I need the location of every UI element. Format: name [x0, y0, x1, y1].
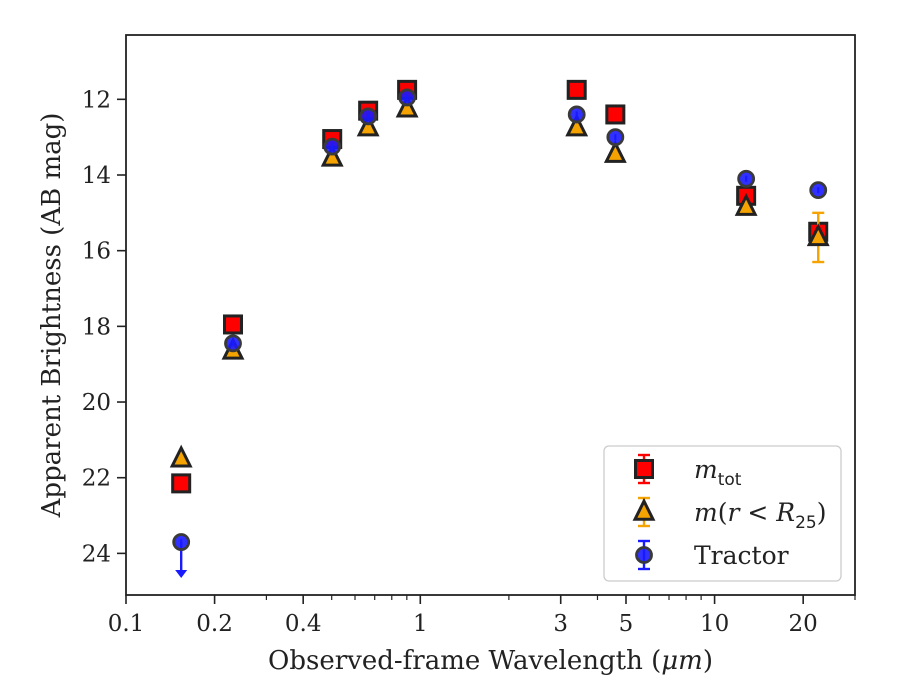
x-tick-label: 0.2: [196, 611, 233, 637]
x-tick-label: 20: [789, 611, 818, 637]
y-tick-label: 12: [82, 87, 111, 113]
plot-frame: [125, 34, 856, 596]
y-tick-label: 16: [82, 239, 111, 265]
x-tick-label: 0.1: [108, 611, 145, 637]
x-tick-label: 0.4: [285, 611, 322, 637]
legend-mr25-label: m(r < R25): [694, 498, 827, 533]
axis-ticks: 0.1 0.2 0.4 1 3 5 10 20 12 14 16 18 20 22 24: [82, 87, 856, 637]
data-marks: [169, 79, 830, 579]
legend-mtot-marker: [634, 459, 654, 479]
y-tick-label: 14: [82, 163, 111, 189]
y-tick-label: 18: [82, 314, 111, 340]
y-axis-label: Apparent Brightness (AB mag): [37, 113, 67, 519]
x-tick-label: 3: [553, 611, 568, 637]
x-axis-label: Observed-frame Wavelength (μm): [268, 646, 713, 676]
y-tick-label: 24: [82, 541, 111, 567]
x-tick-label: 5: [619, 611, 634, 637]
x-tick-label: 1: [413, 611, 428, 637]
y-tick-label: 22: [82, 466, 111, 492]
legend-box: [603, 445, 842, 582]
y-tick-label: 20: [82, 390, 111, 416]
tractor-limit-arrowhead: [175, 570, 188, 579]
legend: mtot m(r < R25) Tractor: [603, 445, 842, 582]
legend-mr25-marker: [632, 497, 656, 521]
x-tick-label: 10: [700, 611, 729, 637]
legend-mtot-label: mtot: [694, 455, 742, 490]
legend-tractor-marker: [635, 546, 653, 564]
legend-tractor-label: Tractor: [694, 541, 789, 570]
